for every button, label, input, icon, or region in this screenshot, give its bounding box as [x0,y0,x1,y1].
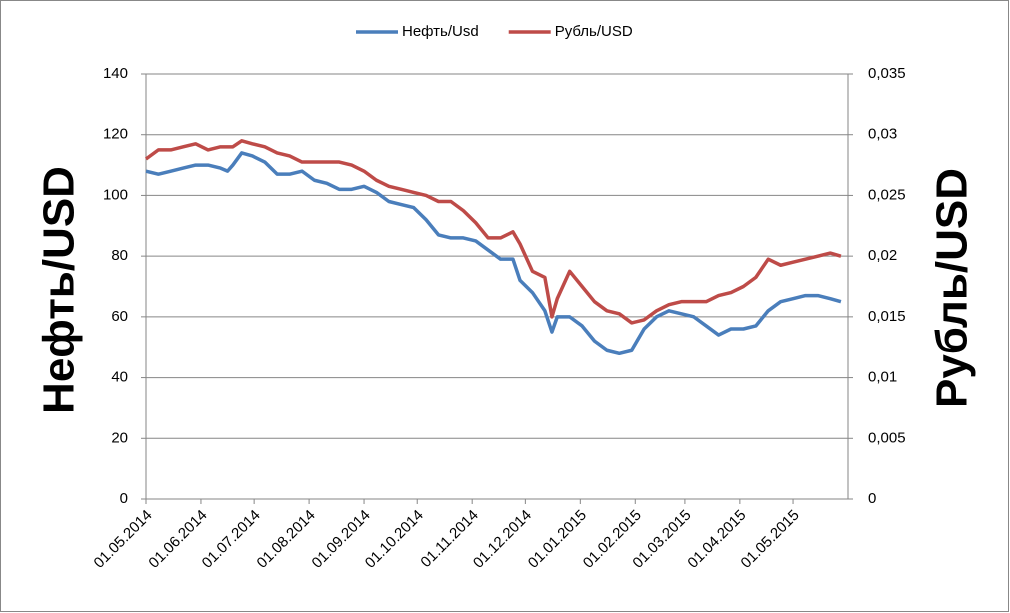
y2-tick-label: 0,015 [868,308,906,325]
line-series [144,139,842,325]
y-tick-label: 140 [103,65,128,82]
y2-tick-label: 0,01 [868,369,897,386]
y2-tick-label: 0,03 [868,126,897,143]
y-tick-label: 40 [111,369,128,386]
line-series [145,151,842,356]
y-axis-title: Нефть/USD [35,166,84,414]
y2-axis-title: Рубль/USD [928,168,977,408]
y2-tick-label: 0 [868,490,876,507]
y-tick-label: 20 [111,429,128,446]
y-tick-label: 80 [111,247,128,264]
y-tick-label: 0 [120,490,128,507]
y2-tick-label: 0,02 [868,247,897,264]
y2-tick-label: 0,035 [868,65,906,82]
y-tick-label: 60 [111,308,128,325]
y2-tick-label: 0,025 [868,186,906,203]
legend-label: Рубль/USD [555,23,633,40]
legend-label: Нефть/Usd [402,23,479,40]
y2-tick-label: 0,005 [868,429,906,446]
y-tick-label: 100 [103,186,128,203]
y-tick-label: 120 [103,126,128,143]
